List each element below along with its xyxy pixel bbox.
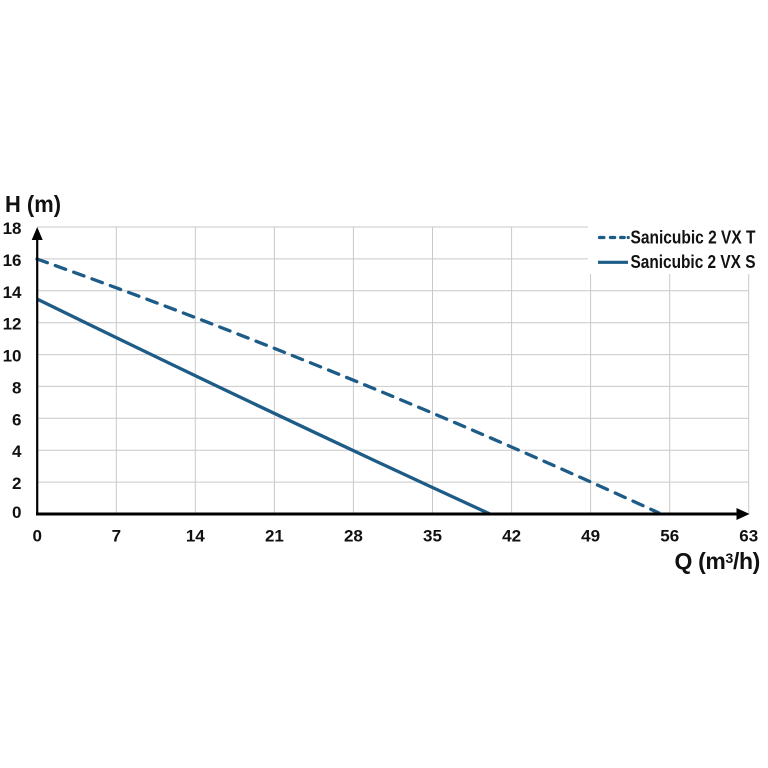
svg-text:14: 14: [186, 527, 205, 546]
svg-text:35: 35: [423, 527, 442, 546]
svg-text:16: 16: [3, 251, 22, 270]
svg-text:6: 6: [12, 410, 21, 429]
svg-text:Sanicubic 2 VX S: Sanicubic 2 VX S: [631, 252, 756, 272]
svg-text:18: 18: [3, 219, 22, 238]
svg-text:12: 12: [3, 315, 22, 334]
svg-text:21: 21: [265, 527, 284, 546]
svg-text:Sanicubic 2 VX T: Sanicubic 2 VX T: [631, 228, 756, 248]
svg-text:4: 4: [12, 442, 22, 461]
svg-text:63: 63: [739, 527, 758, 546]
svg-text:49: 49: [581, 527, 600, 546]
svg-text:14: 14: [3, 283, 22, 302]
svg-text:Q (m3/h): Q (m3/h): [675, 548, 761, 574]
svg-text:10: 10: [3, 347, 22, 366]
svg-text:56: 56: [660, 527, 679, 546]
svg-text:42: 42: [502, 527, 521, 546]
svg-text:2: 2: [12, 474, 21, 493]
svg-text:8: 8: [12, 378, 21, 397]
svg-text:0: 0: [12, 503, 21, 522]
svg-text:7: 7: [112, 527, 121, 546]
svg-text:H (m): H (m): [5, 191, 61, 217]
svg-text:28: 28: [344, 527, 363, 546]
svg-text:0: 0: [32, 527, 41, 546]
